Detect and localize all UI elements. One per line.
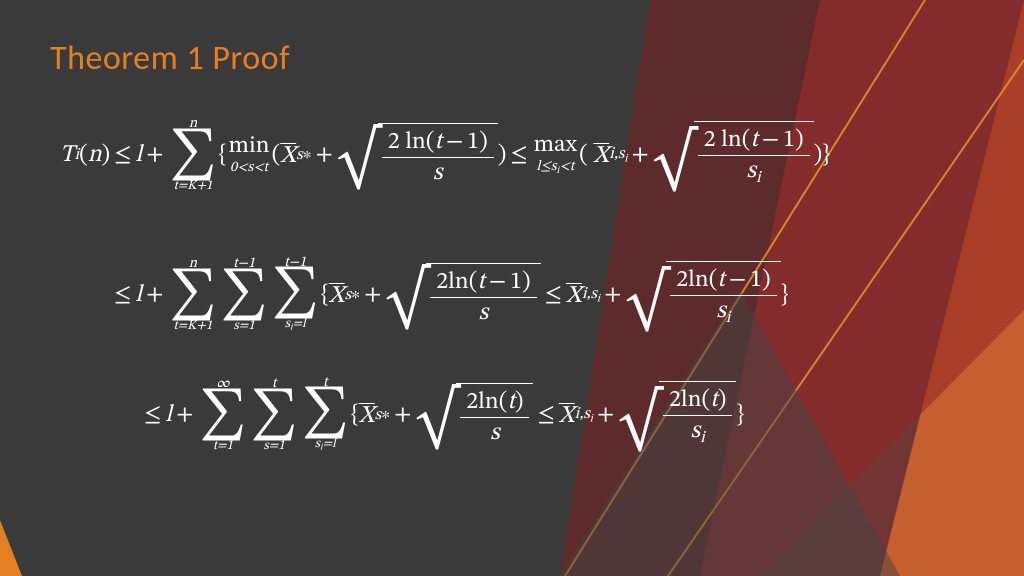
sum-icon: n ∑ t=K+1 xyxy=(167,117,218,192)
page-title: Theorem 1 Proof xyxy=(50,38,290,79)
left-edge-bar xyxy=(0,520,22,576)
math-content: Ti(n) ≤ l + n ∑ t=K+1 { min 0<s<t ( Xs∗ … xyxy=(50,100,974,470)
slide: Theorem 1 Proof Ti(n) ≤ l + n ∑ t=K+1 { … xyxy=(0,0,1024,576)
equation-3: ≤ l + ∞∑t=1 t∑s=1 t∑si=l { Xs∗ + √ 2ln(t… xyxy=(140,360,974,470)
equation-1: Ti(n) ≤ l + n ∑ t=K+1 { min 0<s<t ( Xs∗ … xyxy=(60,100,974,210)
equation-2: ≤ l + n∑t=K+1 t−1∑s=1 t−1∑si=l { Xs∗ + √… xyxy=(110,240,974,350)
